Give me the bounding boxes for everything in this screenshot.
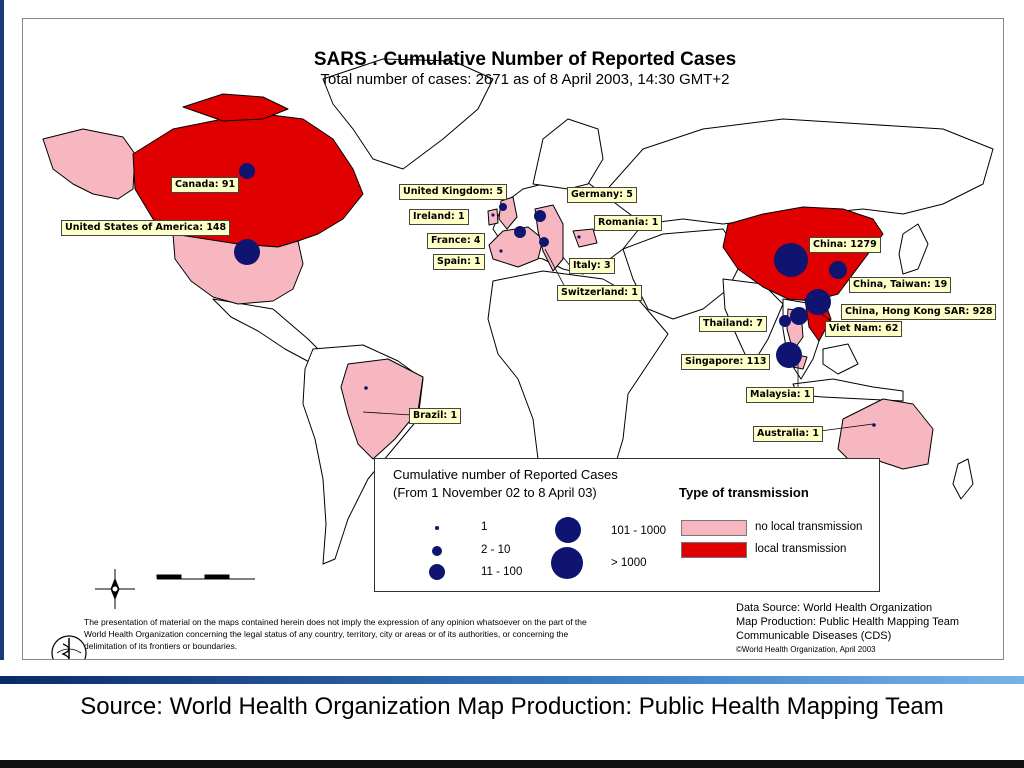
legend-range-3: 11 - 100 [481, 566, 523, 578]
marker-australia [872, 423, 876, 427]
marker-spain [499, 249, 503, 253]
legend-range-4: 101 - 1000 [611, 525, 666, 537]
credit-copyright: ©World Health Organization, April 2003 [736, 645, 876, 654]
marker-vietnam [790, 307, 808, 325]
marker-italy [539, 237, 549, 247]
label-thailand: Thailand: 7 [699, 316, 767, 332]
marker-taiwan [829, 261, 847, 279]
label-malaysia: Malaysia: 1 [746, 387, 815, 403]
legend-no-local: no local transmission [755, 521, 863, 533]
label-uk: United Kingdom: 5 [399, 184, 507, 200]
credit-map-production: Map Production: Public Health Mapping Te… [736, 616, 959, 628]
legend-dot-1 [435, 526, 439, 530]
label-france: France: 4 [427, 233, 485, 249]
marker-china [774, 243, 808, 277]
label-taiwan: China, Taiwan: 19 [849, 277, 952, 293]
marker-usa [234, 239, 260, 265]
label-ireland: Ireland: 1 [409, 209, 469, 225]
ireland-shape [487, 208, 499, 226]
australia-shape [837, 398, 934, 470]
disclaimer-text: The presentation of material on the maps… [84, 617, 587, 651]
label-china: China: 1279 [809, 237, 881, 253]
bottom-strip [0, 760, 1024, 768]
label-usa: United States of America: 148 [61, 220, 231, 236]
legend-swatch-local [681, 542, 747, 558]
sars-map: SARS : Cumulative Number of Reported Cas… [22, 18, 1004, 660]
legend-range-5: > 1000 [611, 557, 647, 569]
legend-local: local transmission [755, 543, 847, 555]
slide-caption: Source: World Health Organization Map Pr… [80, 693, 944, 720]
marker-hongkong [805, 289, 831, 315]
legend-swatch-no-local [681, 520, 747, 536]
scale-bar [156, 574, 255, 580]
label-switzerland: Switzerland: 1 [557, 285, 643, 301]
label-italy: Italy: 3 [569, 258, 615, 274]
credit-cds: Communicable Diseases (CDS) [736, 630, 892, 642]
label-germany: Germany: 5 [567, 187, 637, 203]
scandinavia-shape [532, 118, 604, 190]
marker-france [514, 226, 526, 238]
map-title: SARS : Cumulative Number of Reported Cas… [313, 49, 737, 70]
legend-transmission-heading: Type of transmission [679, 485, 809, 500]
map-subtitle: Total number of cases: 2671 as of 8 Apri… [320, 71, 730, 88]
label-vietnam: Viet Nam: 62 [825, 321, 903, 337]
legend-dot-2 [432, 546, 442, 556]
marker-uk [499, 203, 507, 211]
usa-shape [172, 233, 304, 305]
france-spain-shape [488, 226, 544, 268]
marker-romania [577, 235, 581, 239]
legend-dot-3 [429, 564, 445, 580]
credits-block: Data Source: World Health Organization M… [736, 601, 996, 657]
label-canada: Canada: 91 [171, 177, 240, 193]
legend-range-2: 2 - 10 [481, 544, 511, 556]
world-map-graphic [42, 58, 994, 659]
brazil-shape [340, 358, 424, 460]
japan-shape [898, 223, 929, 275]
label-singapore: Singapore: 113 [681, 354, 771, 370]
arctic-islands-shape [182, 93, 289, 122]
north-asia-shape [602, 118, 994, 225]
legend-date-range: (From 1 November 02 to 8 April 03) [393, 485, 597, 500]
borneo-shape [822, 343, 859, 375]
label-hongkong: China, Hong Kong SAR: 928 [841, 304, 997, 320]
marker-germany [534, 210, 546, 222]
legend-heading: Cumulative number of Reported Cases [393, 467, 618, 482]
map-legend: Cumulative number of Reported Cases (Fro… [374, 458, 880, 592]
greenland-shape [322, 58, 494, 170]
legend-range-1: 1 [481, 521, 488, 533]
marker-singapore [776, 342, 802, 368]
legend-dot-4 [555, 517, 581, 543]
label-spain: Spain: 1 [433, 254, 485, 270]
credit-data-source: Data Source: World Health Organization [736, 602, 933, 614]
marker-thailand [779, 315, 791, 327]
romania-shape [572, 228, 598, 248]
label-brazil: Brazil: 1 [409, 408, 462, 424]
new-zealand-shape [952, 458, 974, 500]
central-america-shape [212, 298, 324, 365]
slide-divider-band [0, 676, 1024, 684]
who-logo [51, 635, 87, 659]
legend-dot-5 [551, 547, 583, 579]
marker-canada [239, 163, 255, 179]
left-accent-bar [0, 0, 4, 660]
alaska-shape [42, 128, 136, 200]
marker-ireland [491, 213, 495, 217]
label-australia: Australia: 1 [753, 426, 824, 442]
compass-rose [95, 569, 135, 609]
marker-brazil [364, 386, 368, 390]
label-romania: Romania: 1 [594, 215, 663, 231]
